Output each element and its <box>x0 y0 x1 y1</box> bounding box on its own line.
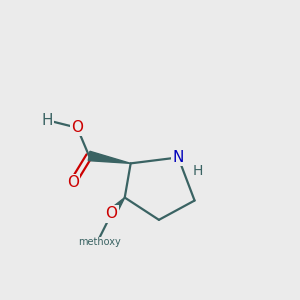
Text: O: O <box>71 120 83 135</box>
Text: O: O <box>67 175 79 190</box>
Text: methoxy: methoxy <box>78 237 121 247</box>
Polygon shape <box>108 198 125 217</box>
Text: H: H <box>42 113 53 128</box>
Polygon shape <box>88 151 131 164</box>
Text: O: O <box>105 206 117 221</box>
Text: H: H <box>192 164 203 178</box>
Text: N: N <box>172 150 184 165</box>
